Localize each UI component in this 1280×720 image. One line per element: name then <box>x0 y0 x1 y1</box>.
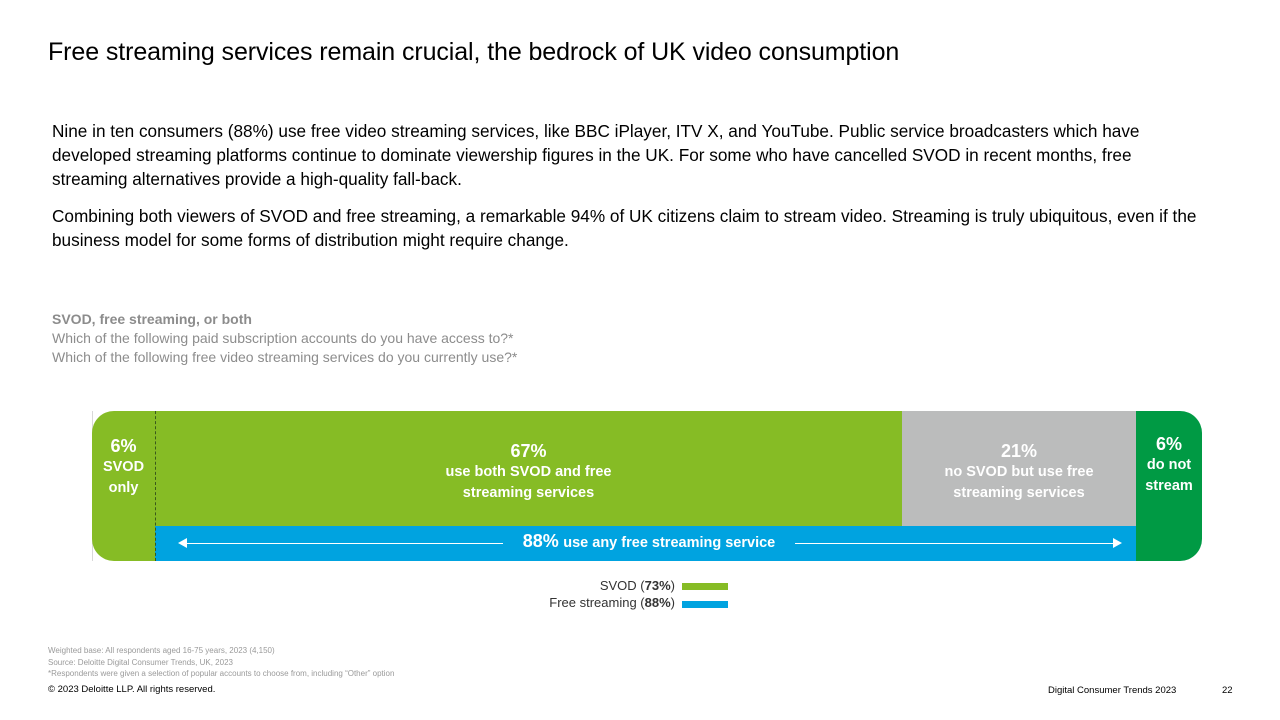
segment-both: 67% use both SVOD and free streaming ser… <box>155 411 902 526</box>
segment-no-stream-label-1: do not <box>1146 457 1192 473</box>
chart-heading: SVOD, free streaming, or both <box>52 311 252 327</box>
arrow-line-left <box>185 543 503 544</box>
free-streaming-label: 88% use any free streaming service <box>503 531 795 552</box>
chart-subtitle: SVOD, free streaming, or both Which of t… <box>52 310 517 367</box>
page-number: 22 <box>1222 685 1233 696</box>
legend-swatch-free <box>682 601 728 608</box>
legend-item-free: Free streaming (88%) <box>549 595 675 610</box>
footnote-base: Weighted base: All respondents aged 16-7… <box>48 646 275 655</box>
footnote-source: Source: Deloitte Digital Consumer Trends… <box>48 657 233 667</box>
segment-free-only-pct: 21% <box>1000 440 1038 461</box>
segment-free-only-label-2: streaming services <box>953 484 1085 501</box>
chart-question-2: Which of the following free video stream… <box>52 349 518 365</box>
free-streaming-pct: 88% <box>522 531 559 551</box>
segment-svod-only: 6% SVOD only <box>92 411 155 561</box>
arrow-right-icon <box>1113 538 1122 548</box>
segment-both-pct: 67% <box>510 440 547 461</box>
legend-swatch-svod <box>682 583 728 590</box>
segment-svod-only-label-2: only <box>108 480 139 496</box>
legend-svod-name: SVOD <box>599 578 637 593</box>
segment-free-only: 21% no SVOD but use free streaming servi… <box>902 411 1136 526</box>
segment-both-label-2: streaming services <box>462 484 595 501</box>
arrow-line-right <box>795 543 1113 544</box>
publication-name: Digital Consumer Trends 2023 <box>1048 685 1177 696</box>
free-streaming-text: use any free streaming service <box>563 535 776 551</box>
arrow-left-icon <box>178 538 187 548</box>
chart-question-1: Which of the following paid subscription… <box>52 330 514 346</box>
segment-svod-only-pct: 6% <box>110 436 137 456</box>
legend-free-value: 88% <box>644 595 671 610</box>
legend-svod-value: 73% <box>644 578 671 593</box>
intro-paragraph: Nine in ten consumers (88%) use free vid… <box>52 121 1140 189</box>
legend-free-name: Free streaming <box>549 595 637 610</box>
copyright: © 2023 Deloitte LLP. All rights reserved… <box>48 684 216 695</box>
segment-no-stream: 6% do not stream <box>1136 411 1202 561</box>
legend-item-svod: SVOD (73%) <box>599 578 675 593</box>
segment-divider <box>155 411 156 561</box>
segment-svod-only-label-1: SVOD <box>102 459 145 475</box>
segment-both-label-1: use both SVOD and free <box>445 463 612 480</box>
footnotes: Weighted base: All respondents aged 16-7… <box>48 645 394 680</box>
segment-no-stream-pct: 6% <box>1155 434 1182 454</box>
segment-no-stream-label-2: stream <box>1145 478 1193 494</box>
segment-free-only-label-1: no SVOD but use free <box>944 463 1094 480</box>
page-title: Free streaming services remain crucial, … <box>48 38 900 66</box>
summary-paragraph: Combining both viewers of SVOD and free … <box>52 206 1197 250</box>
footnote-respondents: *Respondents were given a selection of p… <box>48 669 395 678</box>
